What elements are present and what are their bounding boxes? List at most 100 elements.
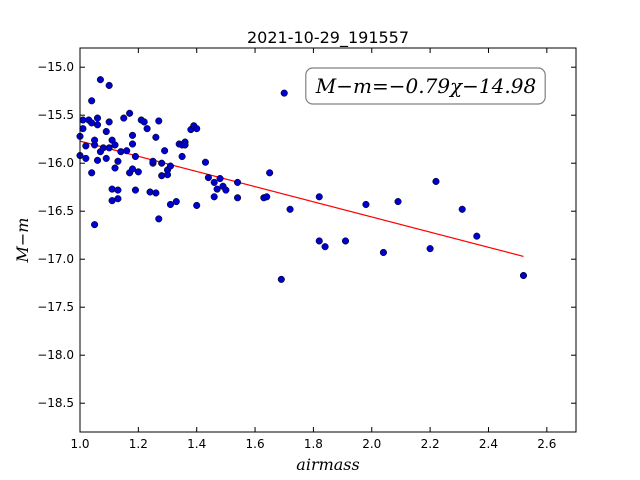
data-point xyxy=(128,165,137,173)
data-point xyxy=(91,141,99,149)
data-point xyxy=(108,185,116,193)
data-point xyxy=(277,275,285,283)
data-point xyxy=(128,140,137,148)
x-tick-label: 1.6 xyxy=(246,437,265,451)
x-tick-label: 2.4 xyxy=(479,437,498,451)
annotation-box xyxy=(305,67,546,105)
data-point xyxy=(263,193,271,201)
data-point xyxy=(111,141,119,149)
data-point xyxy=(341,237,350,245)
data-point xyxy=(105,118,113,126)
data-point xyxy=(379,248,387,257)
data-point xyxy=(213,185,221,193)
data-point xyxy=(234,194,242,202)
data-point xyxy=(114,157,122,165)
y-axis-label: M−m xyxy=(13,218,32,264)
data-point xyxy=(201,158,210,166)
data-point xyxy=(93,121,102,129)
data-point xyxy=(178,152,186,161)
y-tick-label: −16.5 xyxy=(37,204,74,218)
x-tick-label: 1.8 xyxy=(304,437,323,451)
y-tick-label: −15.0 xyxy=(37,60,74,74)
x-tick-label: 1.0 xyxy=(70,437,89,451)
data-point xyxy=(166,200,174,209)
data-point xyxy=(321,243,329,251)
data-point xyxy=(222,186,230,194)
x-tick-label: 2.0 xyxy=(362,437,381,451)
data-point xyxy=(210,193,218,201)
chart-title: 2021-10-29_191557 xyxy=(247,28,409,48)
data-point xyxy=(519,271,528,280)
data-point xyxy=(394,198,402,206)
y-tick-label: −16.0 xyxy=(37,156,74,170)
annotation-text: M−m=−0.79χ−14.98 xyxy=(315,74,536,98)
data-point xyxy=(111,164,119,172)
data-point xyxy=(280,89,288,97)
data-point xyxy=(315,193,323,201)
data-point xyxy=(204,174,212,182)
data-point xyxy=(432,177,440,185)
data-point xyxy=(93,156,102,164)
data-point xyxy=(117,148,125,156)
x-axis-label: airmass xyxy=(296,455,359,474)
data-point xyxy=(114,195,122,203)
data-point xyxy=(93,114,102,122)
data-point xyxy=(123,147,131,155)
data-point xyxy=(172,198,180,206)
data-point xyxy=(152,189,160,197)
data-point xyxy=(181,141,189,149)
y-tick-label: −18.5 xyxy=(37,396,74,410)
fit-annotation: M−m=−0.79χ−14.98 xyxy=(305,67,546,105)
data-point xyxy=(193,201,201,209)
data-point xyxy=(88,97,96,105)
data-point xyxy=(158,172,166,180)
data-point xyxy=(131,186,139,194)
data-point xyxy=(362,200,370,209)
points-layer xyxy=(76,76,528,283)
data-point xyxy=(161,147,169,155)
x-tick-label: 1.2 xyxy=(129,437,148,451)
data-point xyxy=(105,81,113,89)
x-tick-label: 2.2 xyxy=(421,437,440,451)
data-point xyxy=(193,125,201,133)
data-point xyxy=(102,127,110,136)
data-point xyxy=(91,221,99,229)
data-point xyxy=(216,175,224,183)
data-point xyxy=(146,188,154,196)
data-point xyxy=(82,154,90,162)
data-point xyxy=(102,154,110,162)
y-tick-label: −18.0 xyxy=(37,348,74,362)
fit-layer xyxy=(79,140,524,257)
data-point xyxy=(79,125,87,133)
data-point xyxy=(114,186,122,194)
data-point xyxy=(143,125,151,133)
data-point xyxy=(166,162,174,170)
x-tick-label: 2.6 xyxy=(537,437,556,451)
data-point xyxy=(266,169,274,177)
data-point xyxy=(120,114,128,122)
y-tick-label: −17.0 xyxy=(37,252,74,266)
plot-frame xyxy=(79,47,577,433)
x-tick-label: 1.4 xyxy=(187,437,206,451)
data-point xyxy=(473,232,481,240)
fit-line xyxy=(79,140,524,257)
data-point xyxy=(155,117,163,125)
data-point xyxy=(96,76,104,84)
data-point xyxy=(152,133,160,141)
data-point xyxy=(134,168,142,176)
data-point xyxy=(140,118,148,126)
data-point xyxy=(128,131,137,139)
data-point xyxy=(458,205,466,213)
data-point xyxy=(286,205,294,213)
data-point xyxy=(88,169,96,177)
ticks-layer: 1.0 1.2 1.4 1.6 1.8 2.0 2.2 2.4 2.6 −15.0 −15.5 −16… xyxy=(37,48,576,451)
data-point xyxy=(315,237,323,245)
data-point xyxy=(155,215,163,223)
data-point xyxy=(158,159,166,167)
data-point xyxy=(131,152,139,161)
data-point xyxy=(426,245,434,253)
data-point xyxy=(163,171,172,179)
data-point xyxy=(82,142,90,150)
data-point xyxy=(149,157,157,165)
